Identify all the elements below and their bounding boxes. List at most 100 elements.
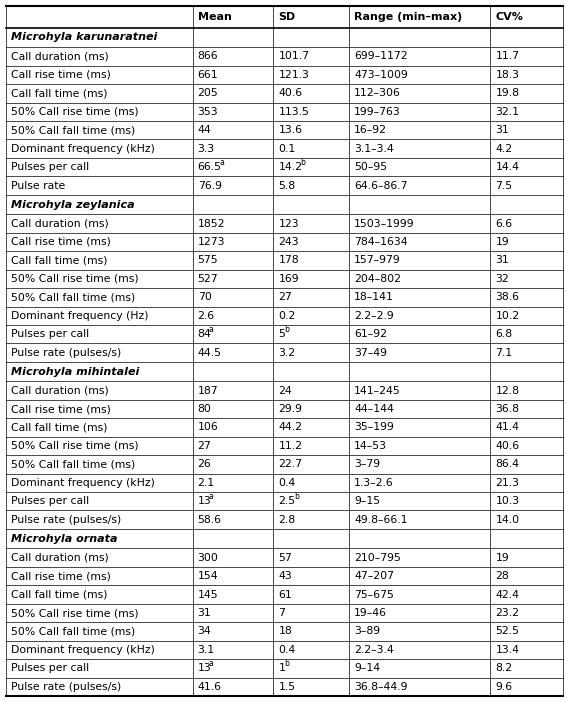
Text: 3.2: 3.2 [278, 347, 295, 357]
Text: Call rise time (ms): Call rise time (ms) [11, 237, 111, 247]
Text: 31: 31 [496, 256, 509, 265]
Text: 2.1: 2.1 [197, 478, 215, 488]
Text: 35–199: 35–199 [354, 423, 394, 432]
Text: 50% Call rise time (ms): 50% Call rise time (ms) [11, 441, 139, 451]
Text: 6.6: 6.6 [496, 218, 513, 229]
Text: 31: 31 [496, 125, 509, 135]
Text: Call duration (ms): Call duration (ms) [11, 51, 109, 62]
Text: 44–144: 44–144 [354, 404, 394, 414]
Text: Call rise time (ms): Call rise time (ms) [11, 571, 111, 581]
Text: 50% Call fall time (ms): 50% Call fall time (ms) [11, 125, 135, 135]
Text: 1.3–2.6: 1.3–2.6 [354, 478, 394, 488]
Text: 27: 27 [197, 441, 212, 451]
Text: 353: 353 [197, 107, 218, 117]
Text: 47–207: 47–207 [354, 571, 394, 581]
Text: 113.5: 113.5 [278, 107, 310, 117]
Text: 300: 300 [197, 552, 218, 563]
Text: 9.6: 9.6 [496, 682, 513, 691]
Text: 784–1634: 784–1634 [354, 237, 408, 247]
Text: 13.6: 13.6 [278, 125, 302, 135]
Text: 12.8: 12.8 [496, 385, 519, 396]
Text: 1852: 1852 [197, 218, 225, 229]
Text: Call fall time (ms): Call fall time (ms) [11, 88, 108, 98]
Text: 36.8: 36.8 [496, 404, 519, 414]
Text: 24: 24 [278, 385, 292, 396]
Text: 2.6: 2.6 [197, 311, 215, 321]
Text: Call fall time (ms): Call fall time (ms) [11, 423, 108, 432]
Text: 11.2: 11.2 [278, 441, 302, 451]
Text: 84: 84 [197, 329, 212, 339]
Text: 26: 26 [197, 459, 212, 470]
Text: Pulses per call: Pulses per call [11, 496, 89, 506]
Text: Dominant frequency (kHz): Dominant frequency (kHz) [11, 144, 155, 154]
Text: 9–15: 9–15 [354, 496, 380, 506]
Text: 3–89: 3–89 [354, 626, 380, 637]
Text: 210–795: 210–795 [354, 552, 401, 563]
Text: 205: 205 [197, 88, 218, 98]
Text: 49.8–66.1: 49.8–66.1 [354, 515, 407, 524]
Text: 36.8–44.9: 36.8–44.9 [354, 682, 407, 691]
Text: 157–979: 157–979 [354, 256, 401, 265]
Text: 661: 661 [197, 70, 218, 80]
Text: 50% Call rise time (ms): 50% Call rise time (ms) [11, 274, 139, 284]
Text: 18: 18 [278, 626, 292, 637]
Text: 41.4: 41.4 [496, 423, 519, 432]
Text: 473–1009: 473–1009 [354, 70, 408, 80]
Text: Pulses per call: Pulses per call [11, 663, 89, 673]
Text: 10.2: 10.2 [496, 311, 519, 321]
Text: a: a [208, 659, 213, 668]
Text: 699–1172: 699–1172 [354, 51, 408, 62]
Text: 3.1–3.4: 3.1–3.4 [354, 144, 394, 154]
Text: 13.4: 13.4 [496, 645, 519, 655]
Text: b: b [300, 158, 305, 167]
Text: Microhyla mihintalei: Microhyla mihintalei [11, 366, 139, 376]
Text: 8.2: 8.2 [496, 663, 513, 673]
Text: a: a [219, 158, 224, 167]
Text: 50% Call rise time (ms): 50% Call rise time (ms) [11, 608, 139, 618]
Text: 86.4: 86.4 [496, 459, 519, 470]
Text: 7.1: 7.1 [496, 347, 513, 357]
Text: Pulse rate: Pulse rate [11, 180, 65, 190]
Text: 866: 866 [197, 51, 218, 62]
Text: Pulse rate (pulses/s): Pulse rate (pulses/s) [11, 682, 121, 691]
Text: 50% Call rise time (ms): 50% Call rise time (ms) [11, 107, 139, 117]
Text: Microhyla ornata: Microhyla ornata [11, 534, 118, 543]
Text: 50% Call fall time (ms): 50% Call fall time (ms) [11, 292, 135, 303]
Text: 13: 13 [197, 496, 212, 506]
Text: 18–141: 18–141 [354, 292, 394, 303]
Text: 0.4: 0.4 [278, 478, 296, 488]
Text: Call rise time (ms): Call rise time (ms) [11, 404, 111, 414]
Text: 1503–1999: 1503–1999 [354, 218, 415, 229]
Text: 7.5: 7.5 [496, 180, 513, 190]
Text: 123: 123 [278, 218, 299, 229]
Text: 112–306: 112–306 [354, 88, 401, 98]
Text: 18.3: 18.3 [496, 70, 519, 80]
Text: 29.9: 29.9 [278, 404, 302, 414]
Text: 199–763: 199–763 [354, 107, 401, 117]
Text: 145: 145 [197, 590, 218, 600]
Text: 14.4: 14.4 [496, 162, 519, 172]
Text: 40.6: 40.6 [496, 441, 519, 451]
Text: 10.3: 10.3 [496, 496, 519, 506]
Text: 64.6–86.7: 64.6–86.7 [354, 180, 407, 190]
Text: 575: 575 [197, 256, 218, 265]
Text: 16–92: 16–92 [354, 125, 387, 135]
Text: 14.2: 14.2 [278, 162, 302, 172]
Text: 52.5: 52.5 [496, 626, 519, 637]
Text: Call duration (ms): Call duration (ms) [11, 218, 109, 229]
Text: 3–79: 3–79 [354, 459, 380, 470]
Text: 178: 178 [278, 256, 299, 265]
Text: 80: 80 [197, 404, 212, 414]
Text: 70: 70 [197, 292, 212, 303]
Text: 61: 61 [278, 590, 292, 600]
Text: a: a [208, 492, 213, 501]
Text: 187: 187 [197, 385, 218, 396]
Text: 141–245: 141–245 [354, 385, 401, 396]
Text: 9–14: 9–14 [354, 663, 380, 673]
Text: Dominant frequency (Hz): Dominant frequency (Hz) [11, 311, 149, 321]
Text: Microhyla karunaratnei: Microhyla karunaratnei [11, 32, 158, 42]
Text: 101.7: 101.7 [278, 51, 310, 62]
Text: 40.6: 40.6 [278, 88, 303, 98]
Text: 5.8: 5.8 [278, 180, 295, 190]
Text: 44.5: 44.5 [197, 347, 222, 357]
